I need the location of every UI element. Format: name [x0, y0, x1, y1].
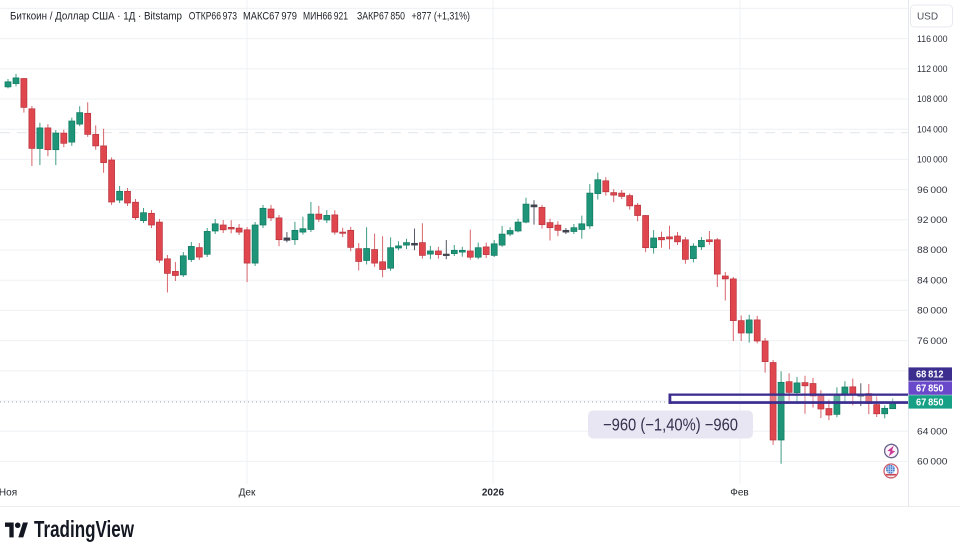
- svg-text:+877 (+1,31%): +877 (+1,31%): [412, 11, 471, 23]
- svg-text:112 000: 112 000: [917, 64, 948, 75]
- svg-text:92 000: 92 000: [917, 215, 948, 226]
- svg-text:Дек: Дек: [239, 488, 256, 499]
- svg-text:ОТКР66 973: ОТКР66 973: [189, 11, 237, 23]
- svg-text:60 000: 60 000: [917, 457, 948, 468]
- svg-text:84 000: 84 000: [917, 275, 948, 286]
- svg-text:116 000: 116 000: [917, 34, 948, 45]
- svg-text:Ноя: Ноя: [0, 488, 17, 499]
- svg-text:67 850: 67 850: [916, 384, 944, 395]
- svg-text:88 000: 88 000: [917, 245, 948, 256]
- svg-text:Биткоин / Доллар США · 1Д · Bi: Биткоин / Доллар США · 1Д · Bitstamp: [10, 11, 182, 23]
- svg-text:TradingView: TradingView: [34, 516, 134, 542]
- svg-text:80 000: 80 000: [917, 306, 948, 317]
- svg-text:МИН66 921: МИН66 921: [303, 11, 348, 23]
- svg-text:−960 (−1,40%) −960: −960 (−1,40%) −960: [603, 415, 738, 435]
- svg-text:104 000: 104 000: [917, 124, 948, 135]
- svg-text:2026: 2026: [482, 488, 505, 499]
- svg-text:МАКС67 979: МАКС67 979: [243, 11, 297, 23]
- svg-text:100 000: 100 000: [917, 155, 948, 166]
- svg-text:108 000: 108 000: [917, 94, 948, 105]
- svg-text:Фев: Фев: [730, 488, 748, 499]
- svg-text:USD: USD: [917, 12, 938, 23]
- svg-text:64 000: 64 000: [917, 426, 948, 437]
- svg-text:68 812: 68 812: [916, 370, 944, 381]
- svg-text:ЗАКР67 850: ЗАКР67 850: [357, 11, 405, 23]
- svg-text:67 850: 67 850: [916, 397, 944, 408]
- svg-text:76 000: 76 000: [917, 336, 948, 347]
- svg-text:96 000: 96 000: [917, 185, 948, 196]
